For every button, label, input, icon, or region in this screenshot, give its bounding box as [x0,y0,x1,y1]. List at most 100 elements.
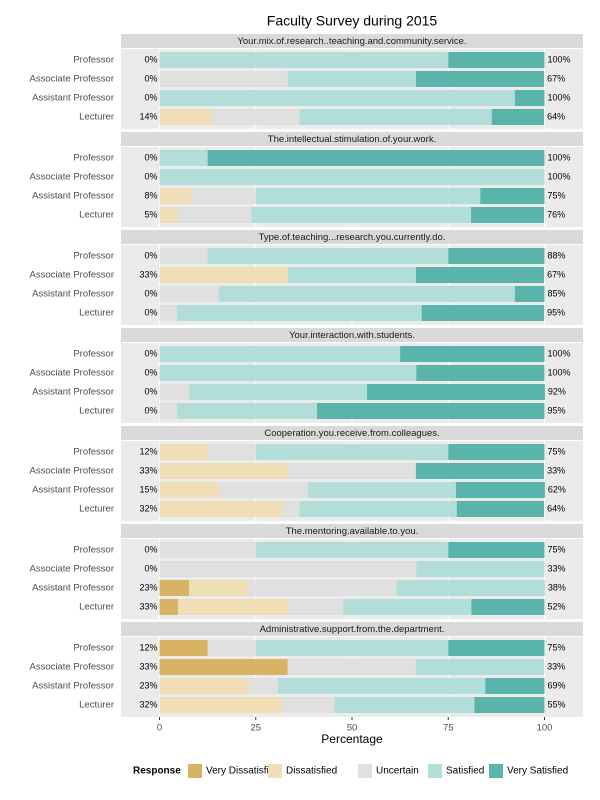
bar-segment [456,501,545,517]
right-percent: 33% [548,563,566,573]
right-percent: 38% [548,582,566,592]
left-percent: 0% [144,563,157,573]
right-percent: 92% [548,386,566,396]
bar-segment [159,188,192,204]
right-percent: 100% [548,348,571,358]
bar-segment [177,207,252,223]
facet-title: Cooperation.you.receive.from.colleagues. [264,428,439,439]
bar-segment [421,305,545,321]
category-label: Lecturer [79,210,114,221]
bar-segment [207,444,256,460]
bar-segment [448,444,545,460]
left-percent: 32% [139,699,157,709]
bar-segment [307,482,456,498]
bar-segment [415,267,545,283]
bar-segment [415,463,545,479]
left-percent: 8% [144,190,157,200]
category-label: Lecturer [79,504,114,515]
bar-segment [159,501,282,517]
bar-segment [287,71,416,87]
left-percent: 0% [144,288,157,298]
legend-title: Response [133,766,181,777]
strip [121,132,583,146]
left-percent: 0% [144,307,157,317]
bar-segment [415,659,545,675]
bar-segment [159,384,190,400]
bar-segment [485,678,545,694]
bar-segment [281,501,300,517]
bar-segment [159,90,515,106]
right-percent: 95% [548,405,566,415]
category-label: Assistant Professor [32,387,114,398]
bar-segment [159,267,288,283]
right-percent: 100% [548,171,571,181]
right-percent: 69% [548,680,566,690]
right-percent: 67% [547,73,565,83]
right-percent: 33% [547,465,565,475]
right-percent: 33% [547,661,565,671]
left-percent: 33% [139,465,157,475]
left-percent: 0% [144,152,157,162]
bar-segment [448,640,545,656]
bar-segment [159,71,288,87]
bar-segment [159,697,282,713]
category-label: Associate Professor [30,466,114,477]
bar-segment [491,109,545,125]
chart-title: Faculty Survey during 2015 [267,13,438,29]
left-percent: 0% [144,92,157,102]
right-percent: 75% [548,446,566,456]
facet-title: The.mentoring.available.to.you. [286,526,419,537]
bar-segment [159,109,212,125]
bar-segment [159,403,177,419]
legend-label: Dissatisfied [286,766,337,777]
facet-title: Administrative.support.from.the.departme… [260,624,445,635]
bar-segment [159,542,256,558]
bar-segment [255,444,449,460]
left-percent: 15% [139,484,157,494]
bar-segment [159,207,178,223]
bar-segment [176,403,317,419]
left-percent: 0% [144,348,157,358]
bar-segment [176,305,422,321]
bar-segment [455,482,545,498]
left-percent: 5% [144,209,157,219]
category-label: Professor [73,251,114,262]
bar-segment [159,248,208,264]
bar-segment [470,207,545,223]
strip [121,426,583,440]
right-percent: 62% [548,484,566,494]
bar-segment [278,678,486,694]
facet-title: Your.mix.of.research..teaching.and.commu… [237,36,466,47]
bar-segment [159,561,417,577]
bar-segment [334,697,475,713]
left-percent: 0% [144,405,157,415]
category-label: Professor [73,447,114,458]
bar-segment [367,384,545,400]
left-percent: 0% [144,544,157,554]
right-percent: 52% [548,601,566,611]
right-percent: 95% [547,307,565,317]
legend-label: Very Satisfied [507,766,568,777]
left-percent: 33% [139,269,157,279]
bar-segment [159,444,208,460]
bar-segment [396,580,545,596]
bar-segment [255,542,449,558]
left-percent: 14% [139,111,157,121]
right-percent: 100% [548,54,571,64]
bar-segment [207,150,545,166]
category-label: Professor [73,349,114,360]
right-percent: 100% [548,152,571,162]
category-label: Professor [73,55,114,66]
bar-segment [471,599,545,615]
left-percent: 0% [144,367,157,377]
right-percent: 64% [547,111,565,121]
left-percent: 33% [139,601,157,611]
bar-segment [218,482,308,498]
strip [121,230,583,244]
bar-segment [159,286,219,302]
bar-segment [177,599,289,615]
bar-segment [255,188,481,204]
bar-segment [218,286,515,302]
bar-segment [448,52,545,68]
